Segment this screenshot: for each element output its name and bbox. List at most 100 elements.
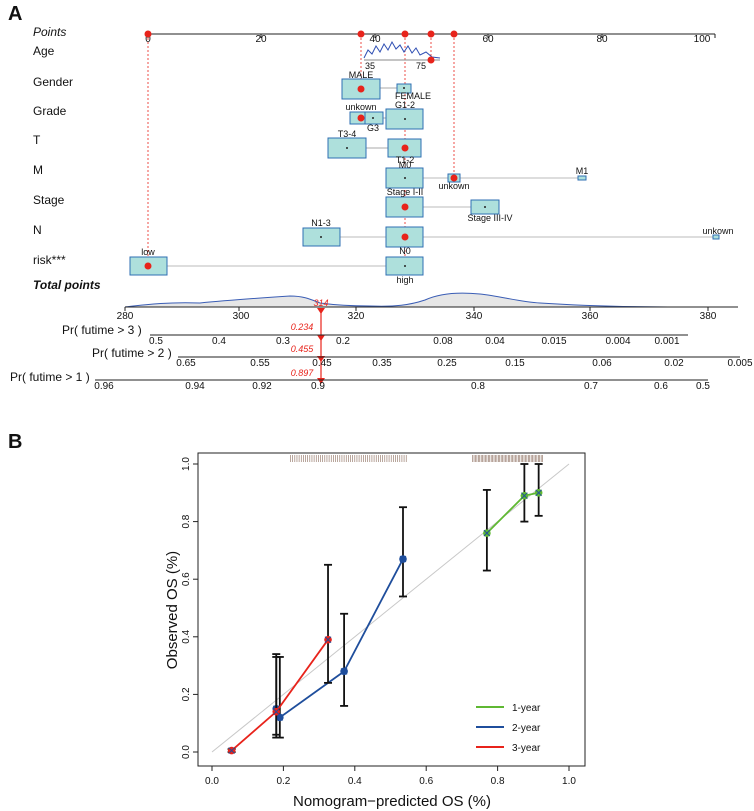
gender-label-female: FEMALE — [395, 91, 431, 101]
t-label-t34: T3-4 — [338, 129, 357, 139]
prob3-tick: 0.001 — [654, 336, 679, 347]
row-label-age: Age — [33, 44, 55, 58]
prob2-tick: 0.005 — [727, 358, 752, 369]
points-tick: 100 — [694, 34, 711, 45]
y-tick-label: 1.0 — [181, 457, 192, 471]
prob3-tick: 0.5 — [149, 336, 163, 347]
risk-label-low: low — [141, 247, 155, 257]
legend-label-1year: 1-year — [512, 703, 541, 714]
stage-label-iii-iv: Stage III-IV — [467, 213, 512, 223]
prob-label-3: Pr( futime > 3 ) — [62, 323, 142, 337]
x-tick-label: 0.4 — [348, 776, 362, 787]
y-tick-label: 0.0 — [181, 745, 192, 759]
y-tick-label: 0.6 — [181, 572, 192, 586]
prob-value-2: 0.455 — [291, 344, 315, 354]
prob1-tick: 0.8 — [471, 381, 485, 392]
prob3-tick: 0.2 — [336, 336, 350, 347]
m-label-m0: M0 — [399, 160, 412, 170]
prob3-tick: 0.04 — [485, 336, 505, 347]
prob1-tick: 0.9 — [311, 381, 325, 392]
total-tick: 300 — [233, 311, 250, 322]
risk-label-high: high — [396, 275, 413, 285]
series-line-1 — [275, 558, 404, 719]
total-tick: 280 — [117, 311, 134, 322]
rug-marks — [290, 455, 543, 462]
n-label-unkown: unkown — [702, 226, 733, 236]
x-tick-label: 0.0 — [205, 776, 219, 787]
prob3-tick: 0.015 — [541, 336, 566, 347]
grade-label-g3: G3 — [367, 123, 379, 133]
x-tick-label: 0.2 — [276, 776, 290, 787]
plot-frame — [197, 452, 586, 767]
prob2-tick: 0.15 — [505, 358, 525, 369]
prob2-tick: 0.06 — [592, 358, 612, 369]
y-tick-label: 0.8 — [181, 514, 192, 528]
calibration-plot: Nomogram−predicted OS (%) Observed OS (%… — [164, 452, 586, 810]
total-points-value: 314 — [313, 298, 328, 308]
m-label-unkown: unkown — [438, 181, 469, 191]
prob3-tick: 0.08 — [433, 336, 453, 347]
row-label-total-points: Total points — [33, 278, 101, 292]
legend-label-3year: 3-year — [512, 743, 541, 754]
x-tick-label: 1.0 — [562, 776, 576, 787]
points-tick: 20 — [255, 34, 267, 45]
series-line-0 — [486, 491, 539, 534]
prob3-tick: 0.3 — [276, 336, 290, 347]
prob3-tick: 0.4 — [212, 336, 226, 347]
data-point-cross — [521, 492, 528, 500]
gender-label-male: MALE — [349, 70, 374, 80]
data-point-cross — [228, 747, 235, 754]
total-tick: 320 — [348, 311, 365, 322]
data-point-cross — [483, 529, 491, 537]
row-label-t: T — [33, 133, 41, 147]
t-label-t12: T1-2 — [396, 155, 415, 165]
data-point-cross — [276, 714, 284, 721]
data-point-cross — [340, 668, 348, 675]
panel-label-a: A — [8, 3, 22, 25]
legend-label-2year: 2-year — [512, 723, 541, 734]
prob1-tick: 0.7 — [584, 381, 598, 392]
nomogram: Points Age Gender Grade T M Stage N risk… — [10, 25, 753, 392]
total-tick: 360 — [582, 311, 599, 322]
n-box-unkown — [712, 234, 720, 240]
m-label-m1: M1 — [576, 166, 589, 176]
grade-label-g12: G1-2 — [395, 100, 415, 110]
x-tick-label: 0.8 — [491, 776, 505, 787]
data-point-cross — [272, 708, 280, 716]
m-box-m1 — [577, 175, 587, 181]
age-tick: 75 — [416, 61, 426, 71]
row-label-stage: Stage — [33, 193, 65, 207]
data-point-cross — [324, 636, 332, 644]
y-tick-label: 0.4 — [181, 629, 192, 643]
row-label-risk: risk*** — [33, 253, 66, 267]
prob2-tick: 0.45 — [312, 358, 332, 369]
points-tick: 80 — [596, 34, 608, 45]
total-tick: 340 — [466, 311, 483, 322]
prob-label-2: Pr( futime > 2 ) — [92, 346, 172, 360]
row-label-n: N — [33, 223, 42, 237]
legend: 1-year 2-year 3-year — [476, 703, 541, 754]
y-tick-label: 0.2 — [181, 687, 192, 701]
prob1-tick: 0.96 — [94, 381, 114, 392]
row-label-gender: Gender — [33, 75, 73, 89]
points-tick: 40 — [369, 34, 381, 45]
age-marker — [427, 56, 435, 64]
prob2-tick: 0.35 — [372, 358, 392, 369]
grade-label-unkown: unkown — [345, 102, 376, 112]
panel-label-b: B — [8, 431, 22, 453]
prob3-tick: 0.004 — [605, 336, 630, 347]
y-axis-title: Observed OS (%) — [164, 551, 181, 669]
n-label-n0: N0 — [399, 246, 411, 256]
row-label-grade: Grade — [33, 104, 67, 118]
total-tick: 380 — [700, 311, 717, 322]
prob-value-3: 0.234 — [291, 322, 314, 332]
total-points-density — [124, 292, 738, 308]
prob2-tick: 0.25 — [437, 358, 457, 369]
x-axis-title: Nomogram−predicted OS (%) — [293, 793, 491, 810]
age-tick: 35 — [365, 61, 375, 71]
data-point-cross — [535, 489, 543, 497]
x-tick-label: 0.6 — [419, 776, 433, 787]
prob2-tick: 0.65 — [176, 358, 196, 369]
data-point-cross — [399, 555, 407, 563]
